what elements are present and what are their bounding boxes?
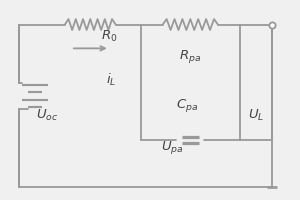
Text: $C_{pa}$: $C_{pa}$ bbox=[176, 97, 198, 114]
Text: $U_{pa}$: $U_{pa}$ bbox=[161, 139, 184, 156]
Text: $U_{oc}$: $U_{oc}$ bbox=[36, 108, 58, 123]
Text: $R_{pa}$: $R_{pa}$ bbox=[179, 48, 201, 65]
Text: $i_L$: $i_L$ bbox=[106, 72, 116, 88]
Text: $U_L$: $U_L$ bbox=[248, 108, 264, 123]
Text: $R_0$: $R_0$ bbox=[101, 29, 118, 44]
